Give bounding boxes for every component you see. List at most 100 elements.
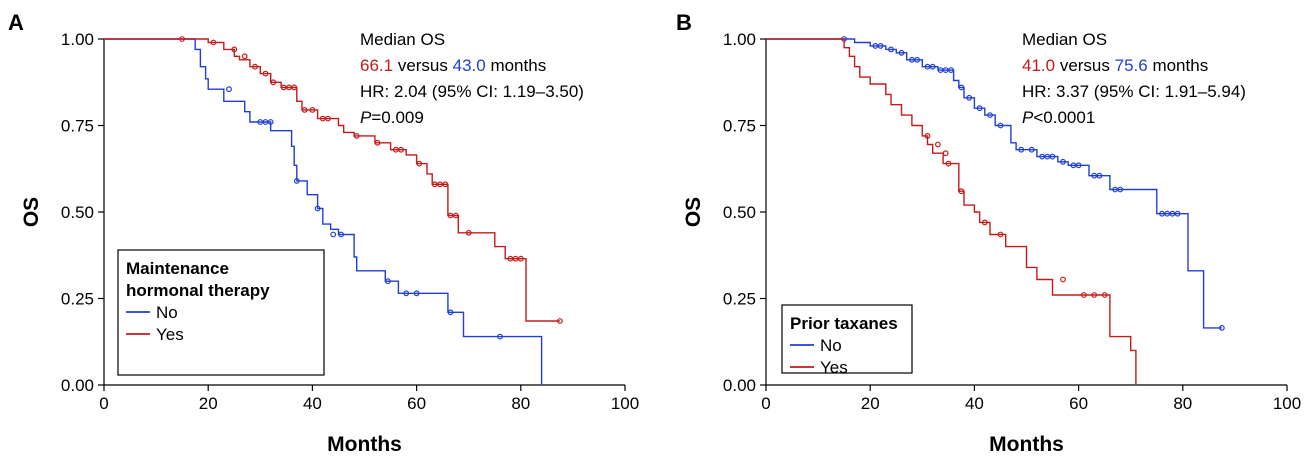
panel-a: A 0 20 40 60 80 100 0.00 0.25 0.50 0.75 1.00 Months O… — [8, 10, 639, 456]
censor-mark — [1091, 292, 1098, 298]
annotation-unit: months — [486, 56, 546, 75]
y-tick-label: 0.25 — [723, 290, 756, 309]
y-tick-label: 0.75 — [723, 117, 756, 136]
censor-mark — [1039, 153, 1045, 160]
annotation-title: Median OS — [360, 30, 445, 49]
x-axis-title: Months — [327, 433, 402, 456]
censor-mark — [942, 150, 949, 157]
y-tick-label: 1.00 — [61, 30, 94, 49]
censor-mark — [452, 212, 459, 219]
panel-label: A — [8, 10, 24, 35]
km-curve-no — [766, 38, 1222, 329]
censor-mark — [1075, 162, 1082, 169]
censor-mark — [403, 290, 410, 297]
censor-mark — [1060, 158, 1066, 165]
x-tick-label: 80 — [1173, 394, 1192, 413]
censor-mark — [1159, 210, 1165, 217]
censor-mark — [1049, 153, 1056, 160]
legend-box — [117, 249, 325, 376]
y-axis-title: OS — [20, 197, 43, 227]
annotation-hr: HR: 3.37 (95% CI: 1.91–5.94) — [1022, 82, 1246, 101]
censor-mark — [924, 63, 931, 70]
annotation-versus: versus — [1055, 56, 1115, 75]
annotation-versus: versus — [393, 56, 453, 75]
censor-mark — [353, 132, 360, 139]
censor-mark — [398, 146, 404, 153]
legend-title-line: Maintenance — [126, 259, 229, 278]
censor-mark — [338, 231, 345, 238]
censor-mark — [929, 63, 936, 70]
x-tick-label: 40 — [965, 394, 984, 413]
censor-mark — [512, 255, 519, 262]
panel-label: B — [676, 10, 692, 35]
censor-mark — [330, 231, 337, 238]
annotation-medians: 66.1 versus 43.0 months — [360, 56, 546, 75]
series-yes — [766, 38, 1137, 385]
censor-mark — [179, 36, 186, 42]
censor-mark — [557, 318, 563, 324]
censor-mark — [309, 106, 316, 113]
censor-mark — [1169, 210, 1176, 217]
censor-mark — [262, 70, 269, 77]
censor-mark — [291, 84, 298, 91]
y-tick-label: 0.50 — [723, 203, 756, 222]
annotation-title: Median OS — [1022, 30, 1107, 49]
series-no — [104, 38, 543, 385]
censor-mark — [1080, 292, 1087, 298]
annotation-p-letter: P — [360, 108, 372, 127]
censor-mark — [1060, 276, 1066, 283]
censor-mark — [924, 132, 931, 139]
censor-mark — [231, 46, 238, 53]
annotation-unit: months — [1148, 56, 1208, 75]
censor-mark — [280, 84, 287, 91]
y-tick-label: 0.00 — [723, 376, 756, 395]
annotation-value2: 75.6 — [1115, 56, 1148, 75]
annotation-p: P<0.0001 — [1022, 108, 1095, 127]
censor-mark — [465, 229, 472, 236]
km-curve-yes — [766, 38, 1137, 385]
series-no — [766, 36, 1225, 331]
censor-mark — [997, 231, 1004, 238]
censor-mark — [987, 112, 993, 118]
legend: Maintenance hormonal therapy No Yes — [117, 249, 325, 376]
annotation-value1: 41.0 — [1022, 56, 1055, 75]
censor-mark — [1101, 292, 1108, 298]
censor-mark — [437, 181, 443, 188]
y-axis-title: OS — [682, 197, 705, 227]
x-tick-label: 40 — [303, 394, 322, 413]
legend-title-line: Prior taxanes — [790, 314, 898, 333]
censor-mark — [241, 53, 248, 60]
censor-mark — [442, 181, 449, 188]
censor-mark — [293, 177, 300, 184]
x-tick-label: 60 — [407, 394, 426, 413]
censor-mark — [1018, 146, 1025, 153]
annotation-value2: 43.0 — [453, 56, 486, 75]
series-yes — [104, 36, 563, 324]
x-tick-label: 100 — [1273, 394, 1301, 413]
x-tick-label: 100 — [611, 394, 639, 413]
censor-mark — [447, 309, 454, 316]
x-tick-label: 0 — [761, 394, 770, 413]
censor-mark — [935, 141, 941, 148]
censor-mark — [937, 67, 944, 73]
legend-box — [781, 304, 913, 374]
panel-b: B 0 20 40 60 80 100 0.00 0.25 0.50 0.75 1.00 Months O… — [676, 10, 1301, 456]
y-tick-label: 0.00 — [61, 376, 94, 395]
censor-mark — [958, 188, 965, 195]
annotation-p-value: <0.0001 — [1033, 108, 1095, 127]
censor-mark — [301, 106, 308, 113]
censor-mark — [413, 290, 420, 297]
censor-mark — [1117, 186, 1124, 193]
legend-title-line: hormonal therapy — [126, 281, 270, 300]
censor-mark — [1070, 162, 1077, 169]
x-tick-label: 20 — [861, 394, 880, 413]
annotation-hr: HR: 2.04 (95% CI: 1.19–3.50) — [360, 82, 584, 101]
legend-label-yes: Yes — [820, 358, 848, 377]
censor-mark — [997, 122, 1004, 129]
censor-mark — [976, 105, 983, 112]
legend-label-yes: Yes — [156, 325, 184, 344]
legend-title: Prior taxanes — [790, 314, 898, 333]
annotation-p: P=0.009 — [360, 108, 424, 127]
